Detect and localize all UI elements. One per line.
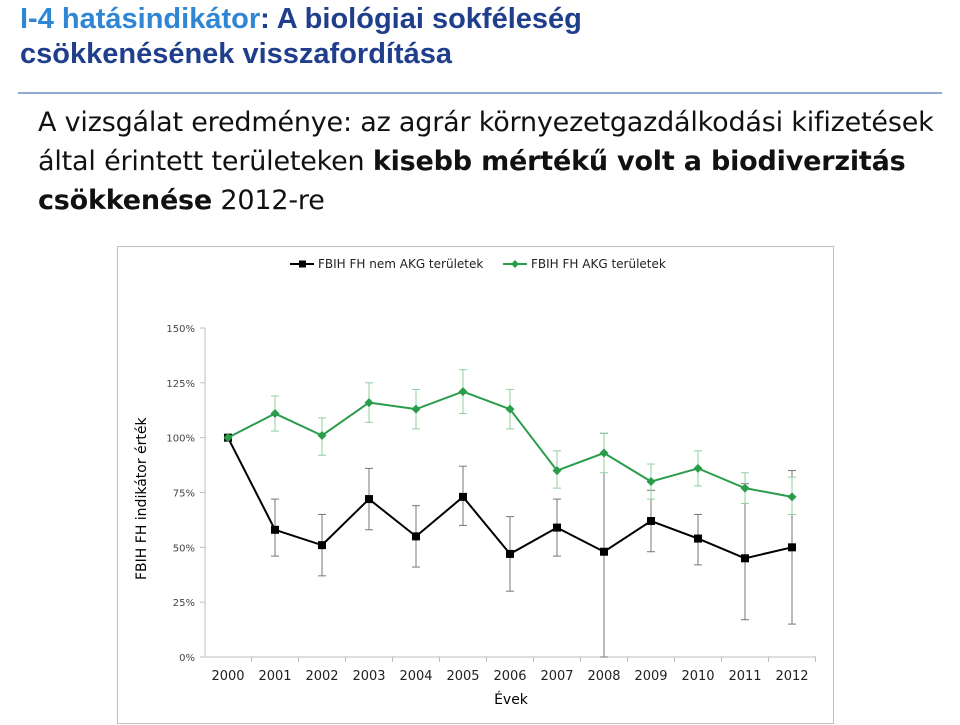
data-point xyxy=(647,517,655,526)
slide-title: I-4 hatásindikátor: A biológiai sokféles… xyxy=(20,2,940,72)
x-tick-label: 2001 xyxy=(258,669,291,684)
title-divider xyxy=(18,92,942,94)
data-point xyxy=(740,483,750,493)
y-tick-label: 0% xyxy=(179,653,195,664)
x-tick-label: 2004 xyxy=(399,669,432,684)
data-point xyxy=(458,387,468,397)
data-point xyxy=(788,543,796,552)
x-tick-label: 2009 xyxy=(634,669,667,684)
data-point xyxy=(505,404,515,414)
data-point xyxy=(412,532,420,541)
data-point xyxy=(506,549,514,558)
x-tick-label: 2010 xyxy=(681,669,714,684)
data-point xyxy=(271,525,279,534)
data-point xyxy=(600,547,608,556)
data-point xyxy=(223,433,233,443)
data-point xyxy=(411,404,421,414)
x-tick-label: 2008 xyxy=(587,669,620,684)
chart-frame xyxy=(117,246,834,724)
x-tick-label: 2006 xyxy=(493,669,526,684)
y-tick-label: 75% xyxy=(173,489,195,500)
y-axis-label: FBIH FH indikátor érték xyxy=(134,417,150,580)
x-tick-label: 2007 xyxy=(540,669,573,684)
x-axis-label: Évek xyxy=(494,691,529,708)
data-point xyxy=(787,492,797,502)
data-point xyxy=(364,398,374,408)
data-point xyxy=(270,409,280,419)
slide-subtitle: A vizsgálat eredménye: az agrár környeze… xyxy=(38,103,948,220)
y-tick-label: 125% xyxy=(166,379,195,390)
x-tick-label: 2003 xyxy=(352,669,385,684)
x-tick-label: 2005 xyxy=(446,669,479,684)
y-tick-label: 50% xyxy=(173,543,195,554)
data-point xyxy=(317,430,327,440)
subtitle-text: A vizsgálat eredménye: az agrár környeze… xyxy=(38,107,934,177)
subtitle-year: 2012-re xyxy=(212,185,325,216)
data-point xyxy=(318,541,326,550)
data-point xyxy=(459,492,467,501)
data-point xyxy=(599,448,609,458)
title-indicator: I-4 hatásindikátor xyxy=(20,3,261,35)
x-tick-label: 2000 xyxy=(211,669,244,684)
data-point xyxy=(553,523,561,532)
data-point xyxy=(552,466,562,476)
data-point xyxy=(365,495,373,504)
title-text: : A biológiai sokféleség xyxy=(260,3,582,35)
y-tick-label: 100% xyxy=(166,434,195,445)
y-tick-label: 150% xyxy=(166,324,195,335)
legend-marker xyxy=(511,260,519,268)
title-line2: csökkenésének visszafordítása xyxy=(20,38,453,70)
x-tick-label: 2012 xyxy=(775,669,808,684)
x-tick-label: 2002 xyxy=(305,669,338,684)
legend-label: FBIH FH nem AKG területek xyxy=(318,257,483,271)
subtitle-emphasis: kisebb mértékű volt a biodiverzitás csök… xyxy=(38,146,906,216)
legend-label: FBIH FH AKG területek xyxy=(531,257,666,271)
data-point xyxy=(694,534,702,543)
data-point xyxy=(646,477,656,487)
y-tick-label: 25% xyxy=(173,598,195,609)
data-point xyxy=(741,554,749,563)
legend-marker xyxy=(299,260,306,268)
x-tick-label: 2011 xyxy=(728,669,761,684)
data-point xyxy=(693,463,703,473)
